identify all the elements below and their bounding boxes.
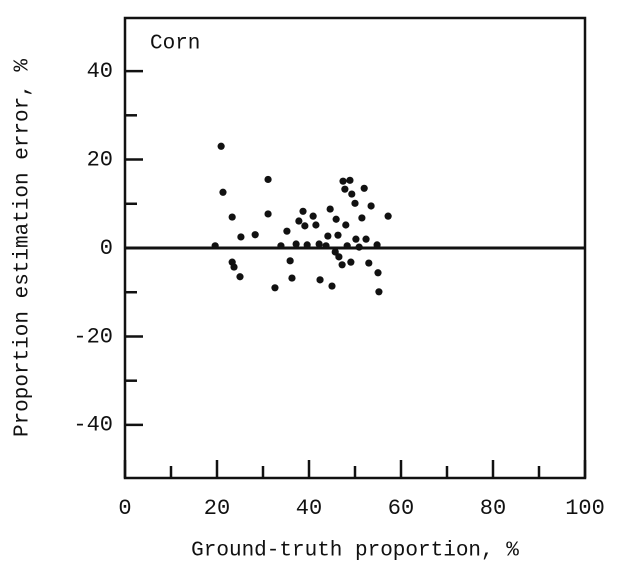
point [303, 241, 311, 249]
y-tick-label: 0 [100, 236, 113, 261]
point [237, 233, 245, 241]
point [316, 276, 324, 284]
point [334, 231, 342, 239]
point [355, 243, 363, 251]
point [219, 188, 227, 196]
x-tick-label: 80 [480, 496, 506, 521]
point [338, 261, 346, 269]
point [362, 235, 370, 243]
point [360, 184, 368, 192]
point [288, 274, 296, 282]
point [375, 288, 383, 296]
point [315, 240, 323, 248]
point [228, 213, 236, 221]
y-tick-label: -20 [73, 324, 113, 349]
point [292, 240, 300, 248]
point [217, 142, 225, 150]
point [332, 215, 340, 223]
point [264, 175, 272, 184]
point [251, 231, 259, 239]
point [351, 199, 359, 207]
point [283, 227, 291, 235]
point [322, 242, 330, 250]
point [365, 259, 373, 267]
point [301, 222, 309, 230]
point [374, 269, 382, 277]
point [339, 177, 347, 185]
point [312, 221, 320, 229]
point [264, 210, 272, 218]
point [373, 241, 381, 249]
point [328, 282, 336, 290]
point [277, 242, 285, 250]
point [286, 257, 294, 265]
point [358, 214, 366, 222]
point [367, 202, 375, 210]
point [230, 263, 238, 271]
x-tick-label: 100 [565, 496, 605, 521]
point [324, 232, 332, 240]
point [343, 242, 351, 250]
x-tick-label: 0 [118, 496, 131, 521]
point [342, 221, 350, 229]
point [347, 258, 355, 266]
x-tick-label: 20 [204, 496, 230, 521]
point [352, 235, 360, 243]
point [295, 217, 303, 225]
point [346, 176, 354, 184]
y-tick-label: 20 [87, 147, 113, 172]
point [335, 253, 343, 261]
x-tick-label: 60 [388, 496, 414, 521]
point [236, 273, 244, 281]
y-tick-label: -40 [73, 413, 113, 438]
point [211, 242, 219, 250]
point [326, 205, 334, 213]
annotation: Corn [150, 33, 200, 56]
x-tick-label: 40 [296, 496, 322, 521]
point [309, 212, 317, 220]
y-tick-label: 40 [87, 59, 113, 84]
x-axis-label: Ground-truth proportion, % [191, 540, 519, 563]
point [348, 190, 356, 198]
point [384, 212, 392, 220]
point [341, 185, 349, 193]
point [299, 207, 307, 215]
y-axis-label: Proportion estimation error, % [12, 59, 35, 437]
point [271, 284, 279, 292]
